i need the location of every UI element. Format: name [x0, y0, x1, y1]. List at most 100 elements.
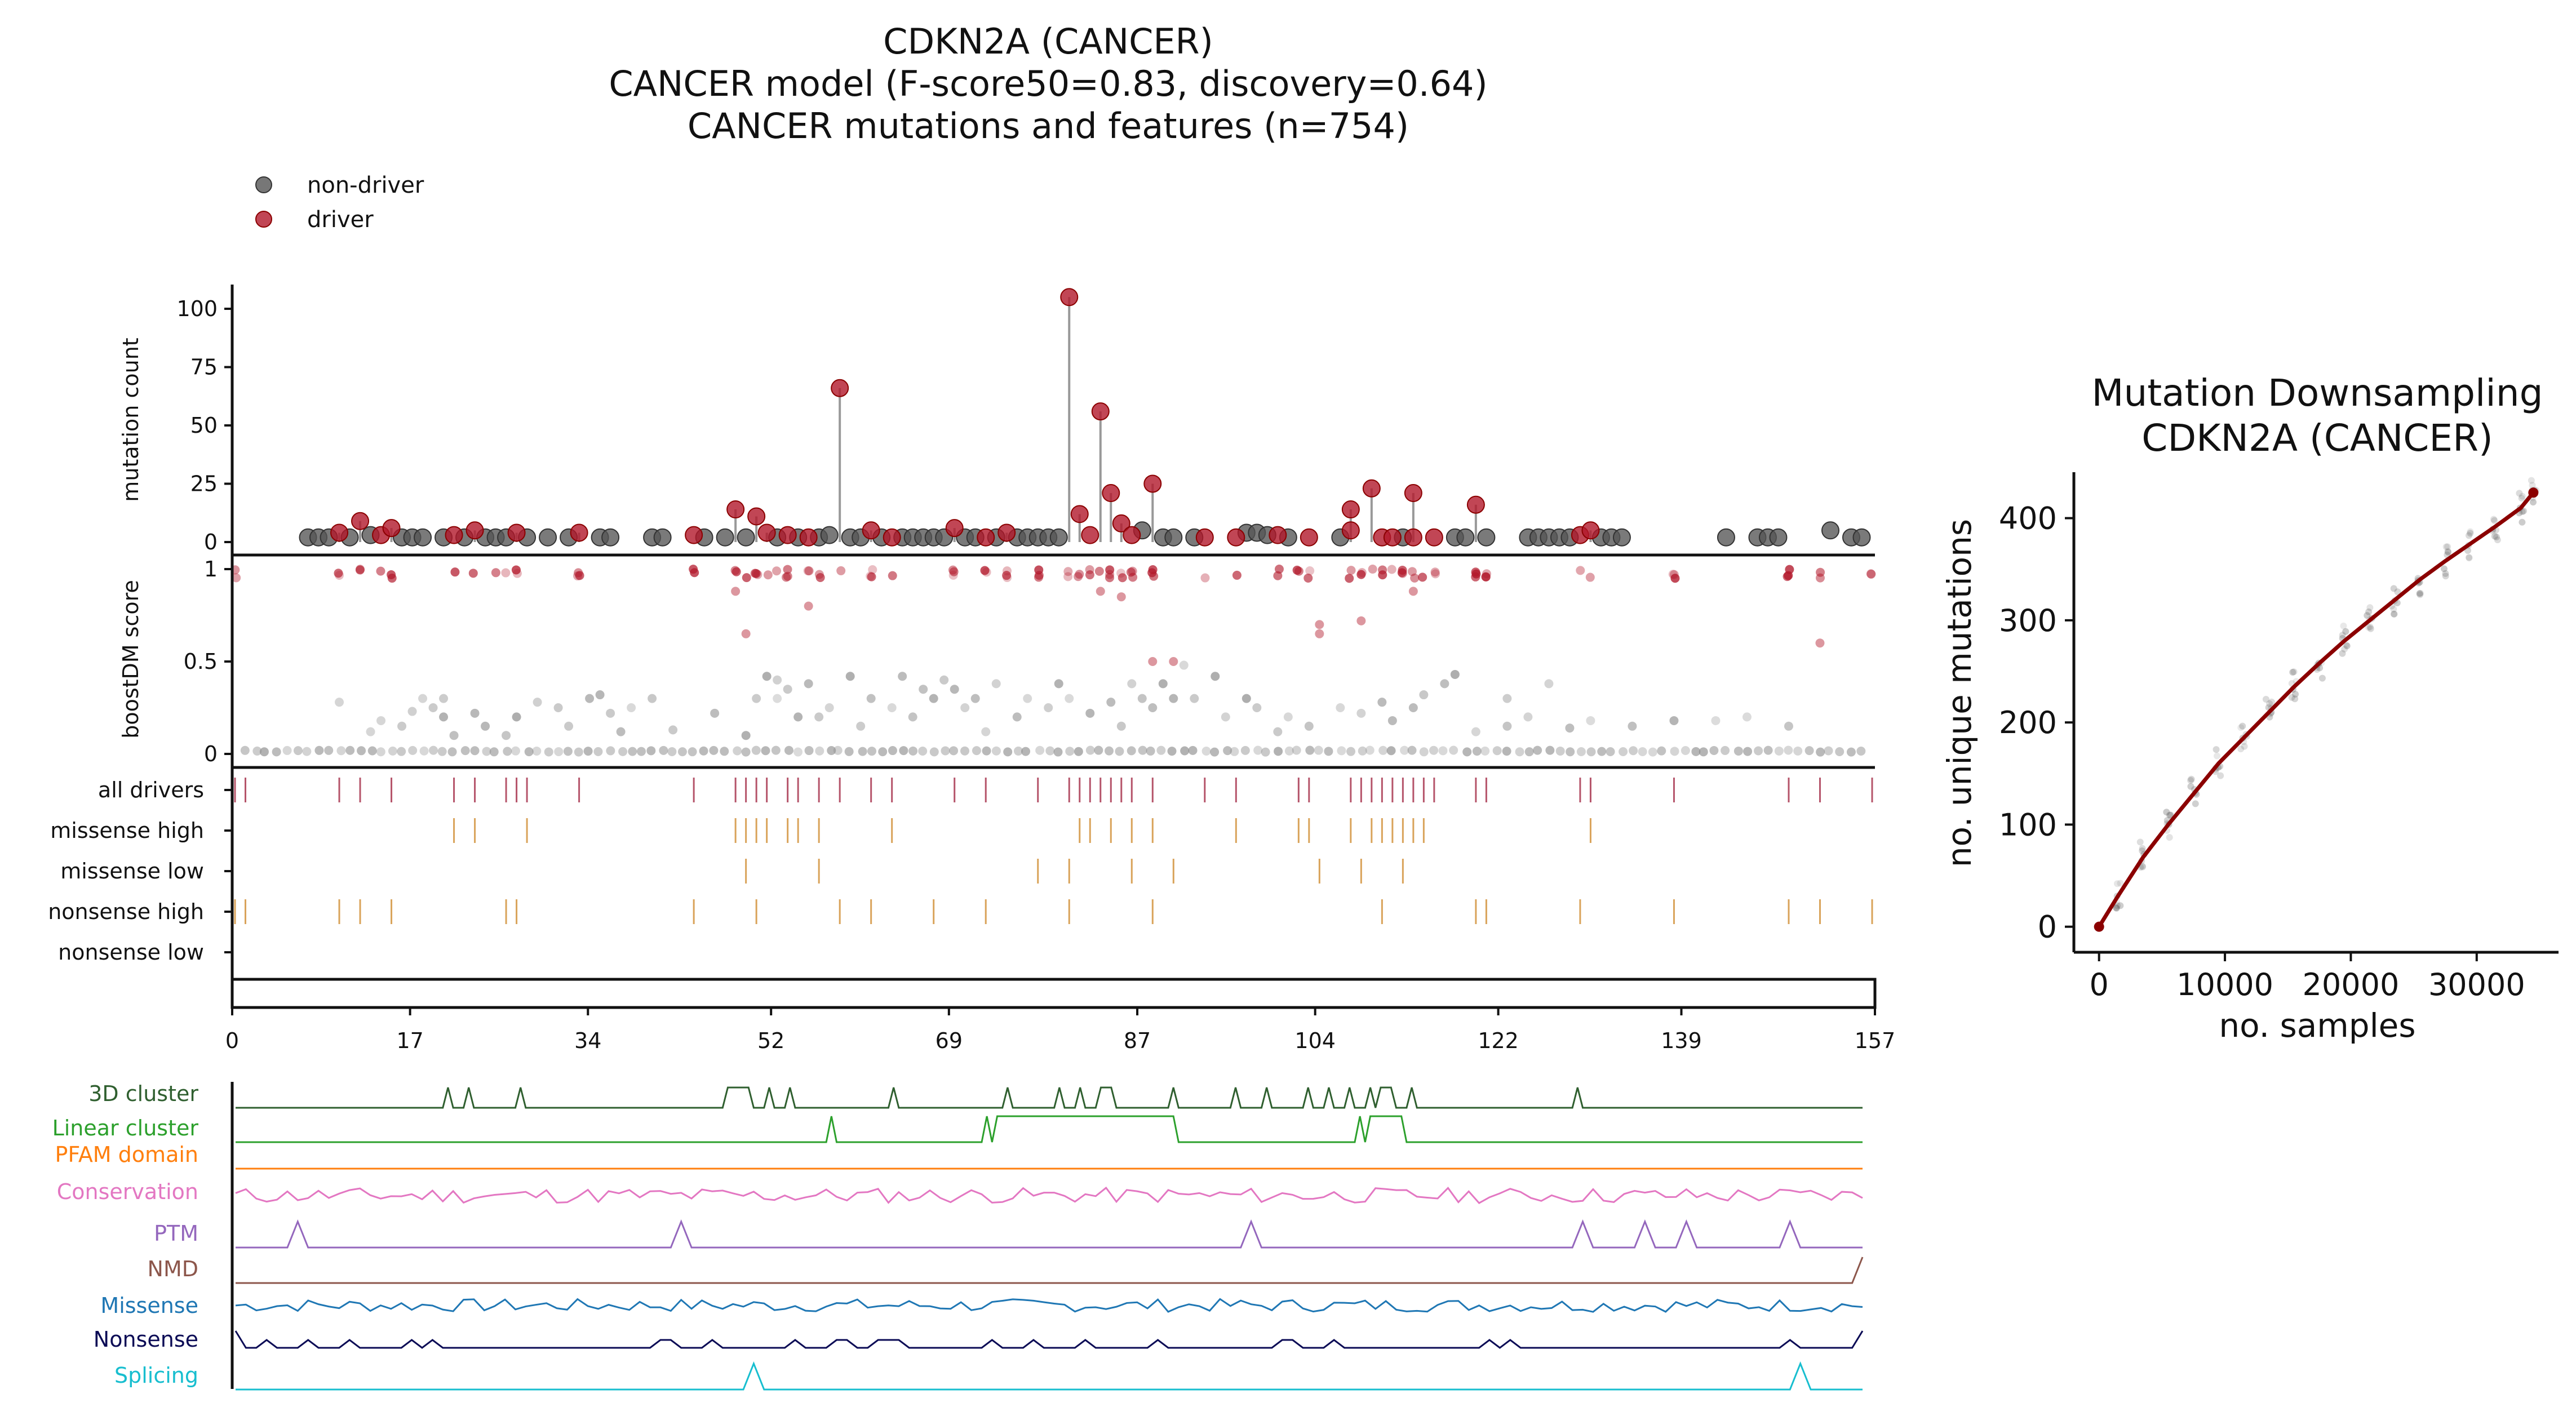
downsampling-replicate-point [2529, 499, 2537, 506]
downsampling-replicate-point [2187, 775, 2194, 783]
boostdm-low-point [1492, 746, 1502, 756]
boostdm-low-point [659, 745, 668, 755]
downsampling-title-line1: Mutation Downsampling [2092, 371, 2543, 415]
boostdm-mid-point [502, 731, 511, 740]
needle-ytick-label: 50 [190, 413, 218, 438]
needle-nondriver-point [653, 528, 672, 547]
downsampling-replicate-point [2237, 745, 2245, 753]
needle-nondriver-point [1769, 528, 1788, 547]
needle-driver-point [507, 523, 526, 542]
boostdm-high-point [1003, 572, 1012, 582]
feature-label: NMD [148, 1257, 198, 1281]
boostdm-low-point [419, 746, 429, 756]
boostdm-low-point [1358, 746, 1367, 756]
boostdm-mid-point [512, 712, 521, 722]
boostdm-low-point [1065, 747, 1075, 756]
boostdm-mid-point [668, 725, 678, 735]
downsampling-replicate-point [2241, 743, 2248, 750]
boostdm-low-point [1835, 747, 1845, 757]
boostdm-low-point [511, 746, 520, 756]
boostdm-mid-point [970, 694, 980, 703]
feature-label: PTM [154, 1221, 198, 1246]
downsampling-replicate-point [2516, 490, 2523, 497]
track-label: missense low [60, 859, 204, 884]
downsampling-replicate-point [2343, 642, 2351, 650]
boostdm-high-point [763, 570, 773, 580]
downsampling-replicate-point [2366, 604, 2374, 611]
downsampling-replicate-point [2166, 811, 2173, 819]
boostdm-high-point [387, 574, 397, 583]
boostdm-low-point [489, 747, 499, 757]
boostdm-low-point [1346, 747, 1356, 756]
boostdm-low-point [618, 747, 628, 756]
boostdm-low-point [1856, 746, 1866, 756]
boostdm-low-point [1619, 747, 1628, 756]
boostdm-low-point [1515, 747, 1524, 757]
boostdm-high-point [783, 565, 792, 574]
boostdm-high-point [1126, 567, 1136, 577]
downsampling-replicate-point [2442, 570, 2449, 577]
boostdm-low-point [1167, 747, 1177, 756]
boostdm-low-point [259, 747, 269, 757]
boostdm-high-point [1471, 572, 1480, 582]
legend-nondriver-label: non-driver [307, 172, 424, 198]
boostdm-low-point [1146, 746, 1155, 756]
downsampling-replicate-point [2444, 548, 2451, 555]
downsampling-replicate-point [2117, 880, 2124, 887]
boostdm-low-point [1804, 746, 1814, 756]
protein-xtick-label: 34 [574, 1028, 601, 1053]
boostdm-high-point [1866, 569, 1876, 579]
boostdm-low-point [240, 745, 250, 755]
boostdm-mid-point [1116, 721, 1126, 731]
boostdm-high-point [1816, 567, 1825, 577]
boostdm-mid-point [908, 712, 917, 722]
boostdm-mid-point [1211, 672, 1220, 681]
boostdm-high-point [1576, 566, 1585, 575]
feature-lines [234, 1086, 1864, 1391]
boostdm-high-point [334, 569, 343, 578]
feature-label: Nonsense [94, 1327, 198, 1352]
boostdm-mid-point [470, 708, 480, 718]
boostdm-high-point [1368, 565, 1377, 574]
protein-xtick-label: 17 [396, 1028, 423, 1053]
boostdm-high-point [804, 566, 814, 576]
boostdm-mid-point [1419, 690, 1429, 700]
downsampling-ytick-label: 0 [2038, 909, 2057, 945]
boostdm-mid-high-point [1169, 657, 1178, 666]
boostdm-high-point [772, 566, 782, 576]
legend-nondriver-marker [255, 176, 272, 193]
boostdm-low-point [720, 747, 729, 756]
downsampling-replicate-point [2364, 612, 2371, 619]
boostdm-low-point [1754, 746, 1763, 756]
boostdm-low-point [583, 747, 593, 756]
needle-nondriver-point [1164, 528, 1183, 547]
downsampling-ytick-label: 100 [1999, 807, 2057, 842]
boostdm-high-point [783, 571, 792, 581]
boostdm-mid-point [1221, 712, 1230, 722]
boostdm-low-point [574, 747, 583, 757]
boostdm-low-point [1400, 745, 1409, 755]
boostdm-low-point [1201, 747, 1211, 756]
boostdm-mid-point [1784, 721, 1793, 731]
boostdm-mid-point [814, 712, 824, 722]
needle-driver-point [382, 519, 401, 538]
downsampling-replicate-point [2239, 722, 2246, 730]
boostdm-low-point [470, 746, 480, 756]
boostdm-low-point [1324, 747, 1333, 756]
protein-xtick-label: 104 [1294, 1028, 1336, 1053]
needle-driver-point [1060, 288, 1079, 307]
boostdm-low-point [314, 745, 324, 755]
boostdm-high-point [1105, 565, 1115, 575]
feature-label: PFAM domain [55, 1142, 198, 1167]
boostdm-mid-point [1304, 721, 1314, 731]
boostdm-mid-point [1586, 716, 1595, 725]
boostdm-low-point [1074, 747, 1083, 756]
boostdm-low-point [1180, 746, 1190, 756]
boostdm-high-point [1063, 572, 1073, 582]
downsampling-endpoints [2094, 487, 2539, 932]
downsampling-replicate-point [2518, 495, 2525, 502]
needle-driver-points [330, 288, 1600, 547]
boostdm-low-point [1105, 746, 1114, 756]
